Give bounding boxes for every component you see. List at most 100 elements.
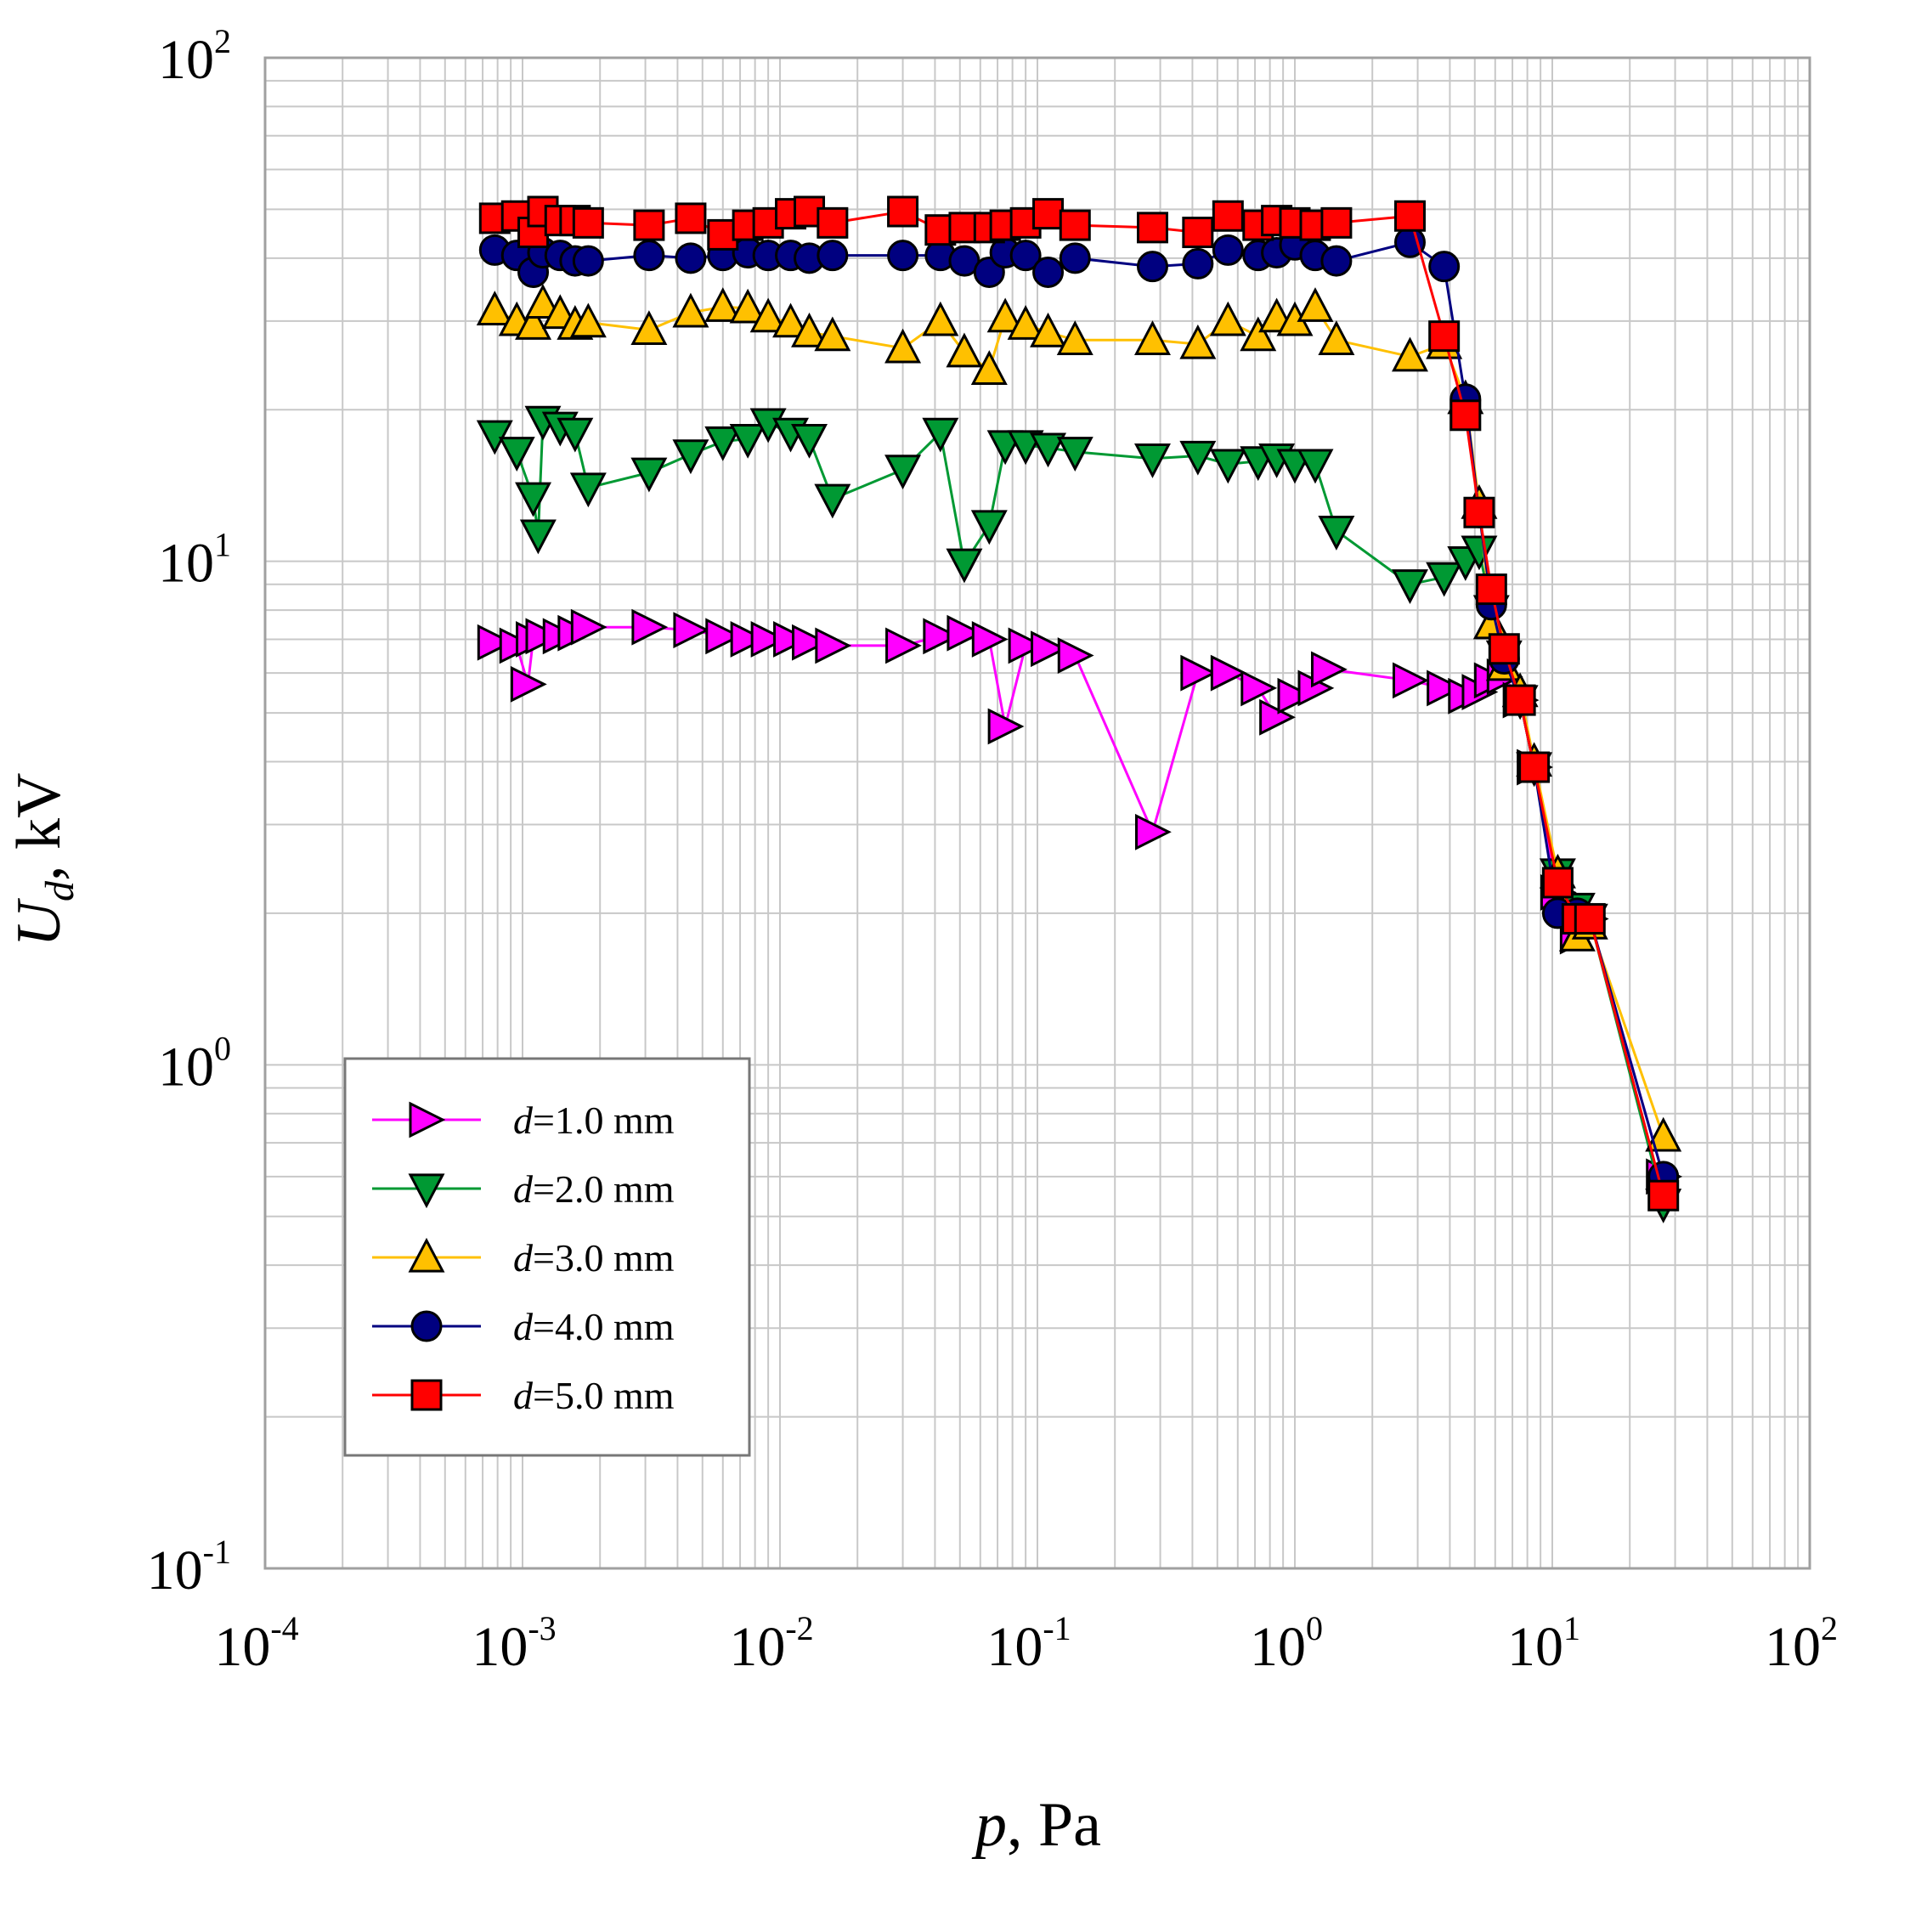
data-point <box>1259 698 1296 736</box>
data-point <box>749 297 787 333</box>
data-point <box>730 621 767 658</box>
data-point <box>815 627 852 664</box>
data-point <box>1504 684 1536 716</box>
data-point <box>884 455 922 490</box>
data-point <box>519 519 557 555</box>
data-point <box>1277 677 1314 715</box>
data-point <box>1059 242 1091 274</box>
legend-item: d=2.0 mm <box>372 1167 675 1211</box>
data-point <box>1134 813 1172 850</box>
data-point <box>633 209 665 241</box>
data-point <box>1136 251 1168 283</box>
data-point <box>631 608 669 646</box>
data-point <box>1541 867 1574 899</box>
data-point <box>1647 1179 1680 1212</box>
data-point <box>1180 654 1218 692</box>
y-tick-label: 10-1 <box>147 1533 231 1602</box>
data-point <box>557 417 594 453</box>
data-point <box>970 510 1008 545</box>
data-point <box>1134 320 1171 355</box>
data-point <box>772 302 810 338</box>
data-point <box>704 426 742 461</box>
x-tick-label: 102 <box>1765 1609 1838 1678</box>
legend-marker <box>408 1237 445 1273</box>
data-point <box>569 302 607 338</box>
data-point <box>1320 245 1353 277</box>
legend-marker <box>408 1173 445 1209</box>
series-4 <box>478 226 1680 1193</box>
legend: d=1.0 mm d=2.0 mm d=3.0 mm d=4.0 mm d=5.0 mm <box>343 1057 751 1457</box>
data-point <box>1030 432 1067 468</box>
y-tick-label: 101 <box>158 526 231 595</box>
data-point <box>922 301 959 336</box>
data-point <box>1134 443 1171 478</box>
data-point <box>477 624 514 661</box>
data-point <box>1392 662 1429 699</box>
x-axis-title: p, Pa <box>971 1790 1101 1860</box>
data-point <box>1463 496 1495 528</box>
data-point <box>1032 256 1065 288</box>
data-point <box>515 305 552 340</box>
data-point <box>1209 301 1246 336</box>
data-point <box>987 708 1025 745</box>
data-point <box>946 548 983 584</box>
data-point <box>1518 751 1551 783</box>
data-point <box>1030 312 1067 347</box>
data-point <box>773 621 810 658</box>
data-point <box>791 312 828 347</box>
legend-item: d=3.0 mm <box>372 1236 675 1280</box>
data-point <box>1318 516 1355 551</box>
data-point <box>675 202 707 234</box>
plot-frame <box>263 56 1811 1570</box>
data-point <box>1427 669 1464 707</box>
series-1 <box>477 608 1683 1195</box>
data-point <box>922 417 959 453</box>
data-point <box>1059 209 1091 241</box>
data-point <box>672 439 709 475</box>
data-point <box>1136 212 1168 244</box>
data-point <box>817 240 849 272</box>
legend-label: d=1.0 mm <box>513 1099 675 1142</box>
data-point <box>1297 449 1334 484</box>
series-3 <box>476 284 1682 1152</box>
data-point <box>1209 449 1246 484</box>
series-line <box>494 240 1665 1178</box>
tick-labels: 10-4 10-3 10-2 10-1 100 101 102 10-1 100 101 102 <box>147 22 1838 1678</box>
y-axis-var: U <box>4 897 74 946</box>
data-point <box>946 332 983 368</box>
data-point <box>1179 324 1217 359</box>
data-point <box>1488 633 1520 665</box>
data-point <box>729 423 766 459</box>
data-point <box>1182 217 1214 249</box>
data-point <box>986 297 1024 333</box>
data-point <box>704 287 742 322</box>
data-point <box>1428 320 1461 353</box>
data-point <box>884 328 922 364</box>
data-point <box>1007 305 1044 340</box>
data-point <box>1182 247 1214 280</box>
legend-label: d=4.0 mm <box>513 1305 675 1348</box>
data-point <box>633 240 665 272</box>
data-point <box>970 350 1008 385</box>
y-tick-label: 102 <box>158 22 231 91</box>
data-point <box>515 482 552 517</box>
data-point <box>791 423 828 459</box>
legend-item: d=4.0 mm <box>372 1305 675 1348</box>
data-point <box>572 206 604 239</box>
y-axis-title: Ud, kV <box>4 773 82 947</box>
data-point <box>1056 320 1093 355</box>
series-line <box>494 302 1665 1138</box>
series-5 <box>478 195 1680 1212</box>
data-point <box>673 612 710 649</box>
data-point <box>572 245 604 277</box>
data-point <box>675 242 707 274</box>
data-point <box>887 240 919 272</box>
data-point <box>672 292 709 328</box>
data-point <box>814 483 851 519</box>
legend-item: d=5.0 mm <box>372 1374 675 1417</box>
data-point <box>1461 535 1498 571</box>
data-point <box>1240 316 1277 352</box>
data-point <box>1297 287 1334 322</box>
data-point <box>1574 902 1606 935</box>
